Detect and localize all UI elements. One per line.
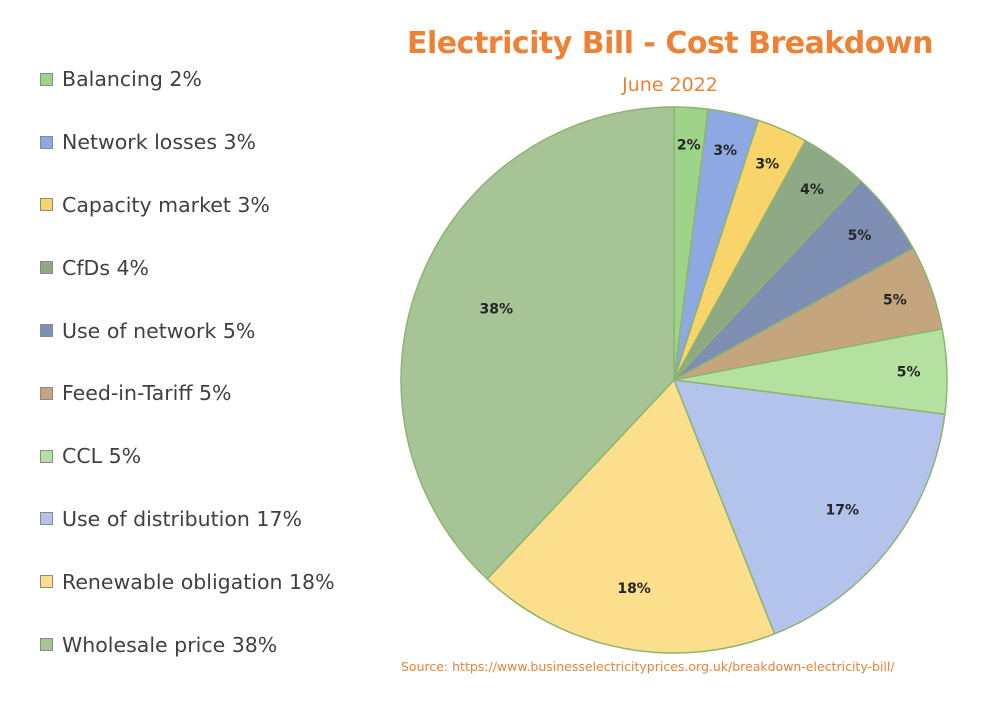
legend-item: Feed-in-Tariff 5% <box>40 362 400 425</box>
slice-label: 18% <box>617 581 651 597</box>
pie-slice <box>486 378 776 654</box>
legend-swatch <box>40 135 53 149</box>
pie-slice <box>400 106 675 581</box>
legend-item: CCL 5% <box>40 425 400 488</box>
chart-title: Electricity Bill - Cost Breakdown <box>407 26 933 61</box>
legend-swatch <box>40 638 53 652</box>
legend-label: Renewable obligation 18% <box>62 569 335 594</box>
legend-item: Use of network 5% <box>40 299 400 362</box>
legend-swatch <box>40 449 53 463</box>
slice-label: 4% <box>800 182 824 198</box>
legend-item: Renewable obligation 18% <box>40 550 400 613</box>
source-note: Source: https://www.businesselectricityp… <box>401 659 895 674</box>
slice-label: 3% <box>755 157 779 173</box>
slice-label: 5% <box>883 292 907 308</box>
pie-slice <box>672 379 946 635</box>
slice-label: 5% <box>848 228 872 244</box>
legend-swatch <box>40 386 53 400</box>
legend-item: Capacity market 3% <box>40 174 400 237</box>
legend-item: Network losses 3% <box>40 111 400 174</box>
legend-label: CCL 5% <box>62 444 142 469</box>
legend-label: Use of network 5% <box>62 318 256 343</box>
legend-item: Use of distribution 17% <box>40 488 400 551</box>
slice-label: 2% <box>677 138 701 154</box>
legend-label: Network losses 3% <box>62 130 257 155</box>
slice-label: 17% <box>825 503 859 519</box>
legend-swatch <box>40 261 53 275</box>
legend-swatch <box>40 324 53 338</box>
legend-item: CfDs 4% <box>40 236 400 299</box>
legend-label: CfDs 4% <box>62 255 150 280</box>
slice-label: 5% <box>897 365 921 381</box>
legend-label: Use of distribution 17% <box>62 506 302 531</box>
legend-label: Balancing 2% <box>62 67 202 92</box>
legend-label: Wholesale price 38% <box>62 632 278 657</box>
slice-label: 3% <box>713 143 737 159</box>
legend-label: Capacity market 3% <box>62 192 270 217</box>
legend-swatch <box>40 198 53 212</box>
slice-label: 38% <box>480 302 514 318</box>
chart-subtitle: June 2022 <box>622 74 718 96</box>
legend-swatch <box>40 512 53 526</box>
legend-item: Balancing 2% <box>40 48 400 111</box>
legend-swatch <box>40 72 53 86</box>
legend-swatch <box>40 575 53 589</box>
legend-item: Wholesale price 38% <box>40 613 400 676</box>
chart-legend: Balancing 2% Network losses 3% Capacity ma… <box>40 48 400 676</box>
legend-label: Feed-in-Tariff 5% <box>62 381 232 406</box>
